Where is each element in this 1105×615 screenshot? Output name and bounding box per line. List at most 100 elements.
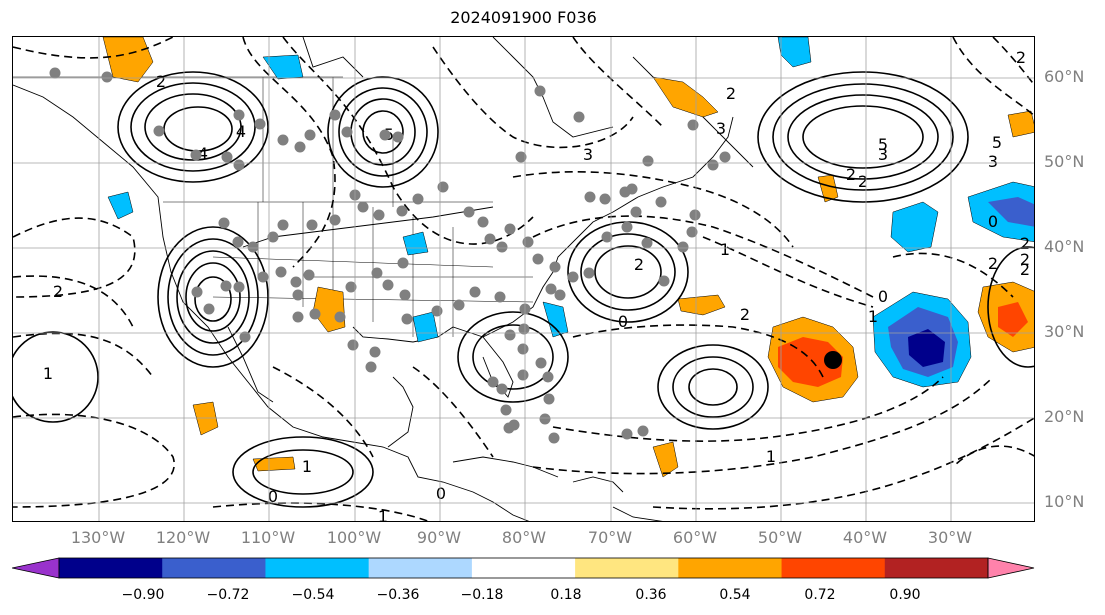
station-marker xyxy=(401,313,413,325)
strong-negative-anomaly xyxy=(908,329,945,367)
contour-label: 4 xyxy=(198,144,208,163)
colorbar-tick-label: 0.54 xyxy=(719,587,751,603)
station-marker xyxy=(534,85,546,97)
station-marker xyxy=(233,281,245,293)
lon-label-110w: 110°W xyxy=(240,528,296,547)
lon-label-70w: 70°W xyxy=(587,528,633,547)
graticule xyxy=(13,37,1034,521)
map-canvas: 24453231253252022221030201110122 xyxy=(13,37,1034,521)
colorbar-extend-low xyxy=(12,557,60,579)
strong-positive-anomaly xyxy=(778,337,843,387)
station-marker xyxy=(689,209,701,221)
station-marker xyxy=(583,267,595,279)
station-marker xyxy=(539,413,551,425)
strong-positive-anomaly xyxy=(998,302,1028,337)
contour-label: 2 xyxy=(156,72,166,91)
contour-label: 0 xyxy=(988,212,998,231)
station-marker xyxy=(203,303,215,315)
station-marker xyxy=(233,109,245,121)
station-marker xyxy=(637,425,649,437)
lat-label-60n: 60°N xyxy=(1044,67,1085,86)
station-marker xyxy=(504,329,516,341)
contour-label: 2 xyxy=(988,254,998,273)
station-marker xyxy=(347,339,359,351)
lat-label-30n: 30°N xyxy=(1044,322,1085,341)
contour-label: 1 xyxy=(720,240,730,259)
lat-label-10n: 10°N xyxy=(1044,492,1085,511)
contour-label: 1 xyxy=(868,307,878,326)
station-marker xyxy=(49,67,61,79)
station-marker xyxy=(275,266,287,278)
station-marker xyxy=(190,149,202,161)
colorbar-segment xyxy=(265,558,370,578)
contour-label: 3 xyxy=(988,152,998,171)
station-marker xyxy=(658,275,670,287)
station-marker xyxy=(487,376,499,388)
negative-anomaly xyxy=(890,201,939,253)
positive-anomaly xyxy=(677,294,726,316)
colorbar-tick-label: 0.18 xyxy=(550,587,582,603)
contour-label: 2 xyxy=(846,165,856,184)
station-marker xyxy=(397,257,409,269)
colorbar-segment xyxy=(575,558,679,578)
station-marker xyxy=(548,432,560,444)
contour-labels: 24453231253252022221030201110122 xyxy=(43,48,1030,521)
colorbar-segment xyxy=(678,558,783,578)
station-marker xyxy=(542,371,554,383)
station-marker xyxy=(412,193,424,205)
station-marker xyxy=(396,205,408,217)
station-marker xyxy=(554,289,566,301)
lon-label-130w: 130°W xyxy=(70,528,126,547)
lon-label-40w: 40°W xyxy=(842,528,888,547)
contour-label: 2 xyxy=(858,172,868,191)
contour-label: 3 xyxy=(716,119,726,138)
negative-anomaly xyxy=(107,191,134,220)
colorbar-tick-label: 0.90 xyxy=(889,587,921,603)
station-marker xyxy=(543,393,555,405)
station-marker xyxy=(247,241,259,253)
station-marker xyxy=(517,369,529,381)
station-marker xyxy=(517,343,529,355)
lon-label-80w: 80°W xyxy=(501,528,547,547)
negative-anomaly xyxy=(402,231,429,256)
station-marker xyxy=(254,118,266,130)
solid-contours xyxy=(13,71,1034,508)
station-marker xyxy=(522,236,534,248)
lon-label-60w: 60°W xyxy=(672,528,718,547)
station-marker xyxy=(599,193,611,205)
negative-anomaly xyxy=(412,311,439,343)
contour-label: 1 xyxy=(302,457,312,476)
station-marker xyxy=(292,311,304,323)
station-marker xyxy=(549,261,561,273)
lon-label-120w: 120°W xyxy=(155,528,211,547)
station-marker xyxy=(518,323,530,335)
contour-label: 2 xyxy=(1020,250,1030,269)
station-marker xyxy=(601,231,613,243)
station-marker xyxy=(707,159,719,171)
contour-label: 3 xyxy=(878,145,888,164)
station-marker xyxy=(191,286,203,298)
colorbar-segment xyxy=(884,558,989,578)
station-marker xyxy=(642,155,654,167)
station-marker xyxy=(290,276,302,288)
contour-label: 2 xyxy=(1020,234,1030,253)
colorbar-tick-label: −0.72 xyxy=(206,587,250,603)
station-marker xyxy=(267,231,279,243)
station-marker xyxy=(567,271,579,283)
station-marker xyxy=(437,181,449,193)
contour-label: 0 xyxy=(268,487,278,506)
station-marker xyxy=(626,183,638,195)
station-marker xyxy=(365,361,377,373)
map-panel: 24453231253252022221030201110122 xyxy=(12,36,1035,522)
positive-anomaly xyxy=(652,76,719,118)
negative-anomaly xyxy=(777,37,812,68)
station-marker xyxy=(329,214,341,226)
positive-anomaly xyxy=(102,37,154,83)
contour-label: 2 xyxy=(1020,260,1030,279)
station-marker xyxy=(573,111,585,123)
station-marker xyxy=(334,311,346,323)
contour-label: 0 xyxy=(436,484,446,503)
lon-label-90w: 90°W xyxy=(416,528,462,547)
contour-label: 1 xyxy=(766,447,776,466)
lon-label-30w: 30°W xyxy=(927,528,973,547)
